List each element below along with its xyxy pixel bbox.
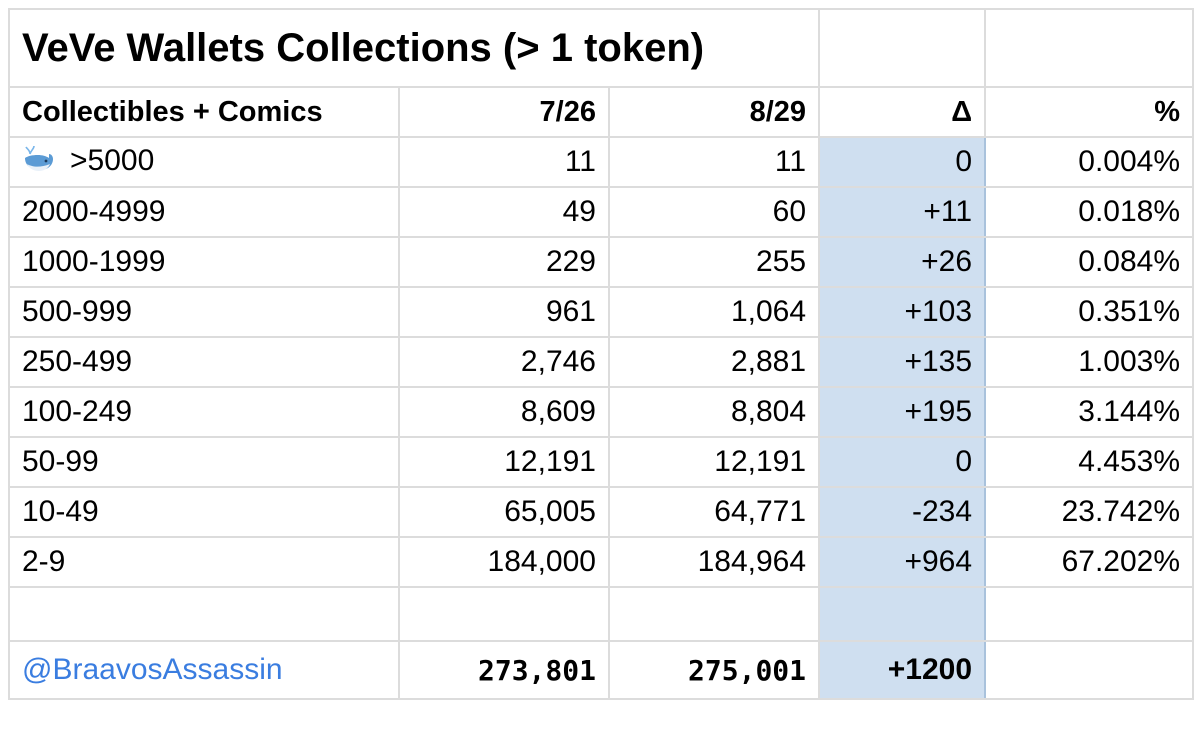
row-label: 50-99	[8, 436, 400, 488]
cell-726: 8,609	[398, 386, 610, 438]
title-row: VeVe Wallets Collections (> 1 token)	[7, 8, 1195, 88]
cell-829: 11	[607, 136, 821, 188]
row-label-text: >5000	[70, 143, 155, 177]
cell-726: 2,746	[398, 336, 610, 388]
cell-726: 11	[398, 136, 610, 188]
column-header-date-2: 8/29	[607, 86, 821, 138]
cell-726: 961	[398, 286, 610, 338]
table-row: 2000-4999 49 60 +11 0.018%	[8, 186, 1195, 238]
column-header-percent: %	[984, 86, 1195, 138]
cell-percent: 0.018%	[984, 186, 1195, 238]
cell-829: 64,771	[607, 486, 821, 538]
cell-726: 184,000	[398, 536, 610, 588]
row-label: 100-249	[8, 386, 400, 438]
cell-726: 12,191	[398, 436, 610, 488]
row-label: 2-9	[8, 536, 400, 588]
total-726: 273,801	[398, 640, 610, 700]
cell-percent: 0.084%	[984, 236, 1195, 288]
table-title: VeVe Wallets Collections (> 1 token)	[7, 8, 821, 88]
table-row: 10-49 65,005 64,771 -234 23.742%	[8, 486, 1195, 538]
cell-829: 8,804	[607, 386, 821, 438]
total-delta: +1200	[818, 640, 987, 700]
total-row: @BraavosAssassin 273,801 275,001 +1200	[8, 640, 1195, 700]
cell-delta: +964	[818, 536, 987, 588]
column-header-date-1: 7/26	[398, 86, 610, 138]
cell-delta: 0	[818, 136, 987, 188]
row-label: 250-499	[8, 336, 400, 388]
cell-percent: 0.351%	[984, 286, 1195, 338]
total-percent	[984, 640, 1195, 700]
empty-cell	[984, 8, 1195, 88]
empty-cell	[8, 586, 400, 642]
column-header-delta: Δ	[818, 86, 987, 138]
cell-percent: 23.742%	[984, 486, 1195, 538]
total-829: 275,001	[607, 640, 821, 700]
row-label: 1000-1999	[8, 236, 400, 288]
spacer-row	[8, 586, 1195, 642]
cell-percent: 0.004%	[984, 136, 1195, 188]
cell-829: 60	[607, 186, 821, 238]
table-row: >5000 11 11 0 0.004%	[8, 136, 1195, 188]
cell-829: 12,191	[607, 436, 821, 488]
table-row: 500-999 961 1,064 +103 0.351%	[8, 286, 1195, 338]
cell-percent: 4.453%	[984, 436, 1195, 488]
empty-cell	[818, 8, 987, 88]
cell-829: 255	[607, 236, 821, 288]
table-row: 100-249 8,609 8,804 +195 3.144%	[8, 386, 1195, 438]
author-handle[interactable]: @BraavosAssassin	[8, 640, 400, 700]
cell-726: 65,005	[398, 486, 610, 538]
table-row: 50-99 12,191 12,191 0 4.453%	[8, 436, 1195, 488]
table-row: 250-499 2,746 2,881 +135 1.003%	[8, 336, 1195, 388]
cell-delta: +195	[818, 386, 987, 438]
wallets-table: VeVe Wallets Collections (> 1 token) Col…	[7, 8, 1195, 700]
row-label: 10-49	[8, 486, 400, 538]
row-label: >5000	[8, 136, 400, 188]
row-label: 2000-4999	[8, 186, 400, 238]
cell-delta: -234	[818, 486, 987, 538]
empty-cell	[607, 586, 821, 642]
empty-cell	[818, 586, 987, 642]
whale-icon	[22, 144, 56, 180]
cell-delta: +11	[818, 186, 987, 238]
spreadsheet: VeVe Wallets Collections (> 1 token) Col…	[7, 8, 1195, 724]
data-rows: >5000 11 11 0 0.004% 2000-4999 49 60 +11 0.018% 10…	[8, 136, 1195, 588]
cell-726: 229	[398, 236, 610, 288]
table-row: 1000-1999 229 255 +26 0.084%	[8, 236, 1195, 288]
empty-cell	[984, 586, 1195, 642]
row-label: 500-999	[8, 286, 400, 338]
empty-cell	[398, 586, 610, 642]
cell-delta: +26	[818, 236, 987, 288]
cell-829: 1,064	[607, 286, 821, 338]
cell-delta: +135	[818, 336, 987, 388]
cell-delta: 0	[818, 436, 987, 488]
cell-829: 2,881	[607, 336, 821, 388]
header-row: Collectibles + Comics 7/26 8/29 Δ %	[8, 86, 1195, 138]
cell-726: 49	[398, 186, 610, 238]
column-header-category: Collectibles + Comics	[8, 86, 400, 138]
cell-percent: 1.003%	[984, 336, 1195, 388]
cell-829: 184,964	[607, 536, 821, 588]
cell-percent: 3.144%	[984, 386, 1195, 438]
table-row: 2-9 184,000 184,964 +964 67.202%	[8, 536, 1195, 588]
cell-delta: +103	[818, 286, 987, 338]
cell-percent: 67.202%	[984, 536, 1195, 588]
